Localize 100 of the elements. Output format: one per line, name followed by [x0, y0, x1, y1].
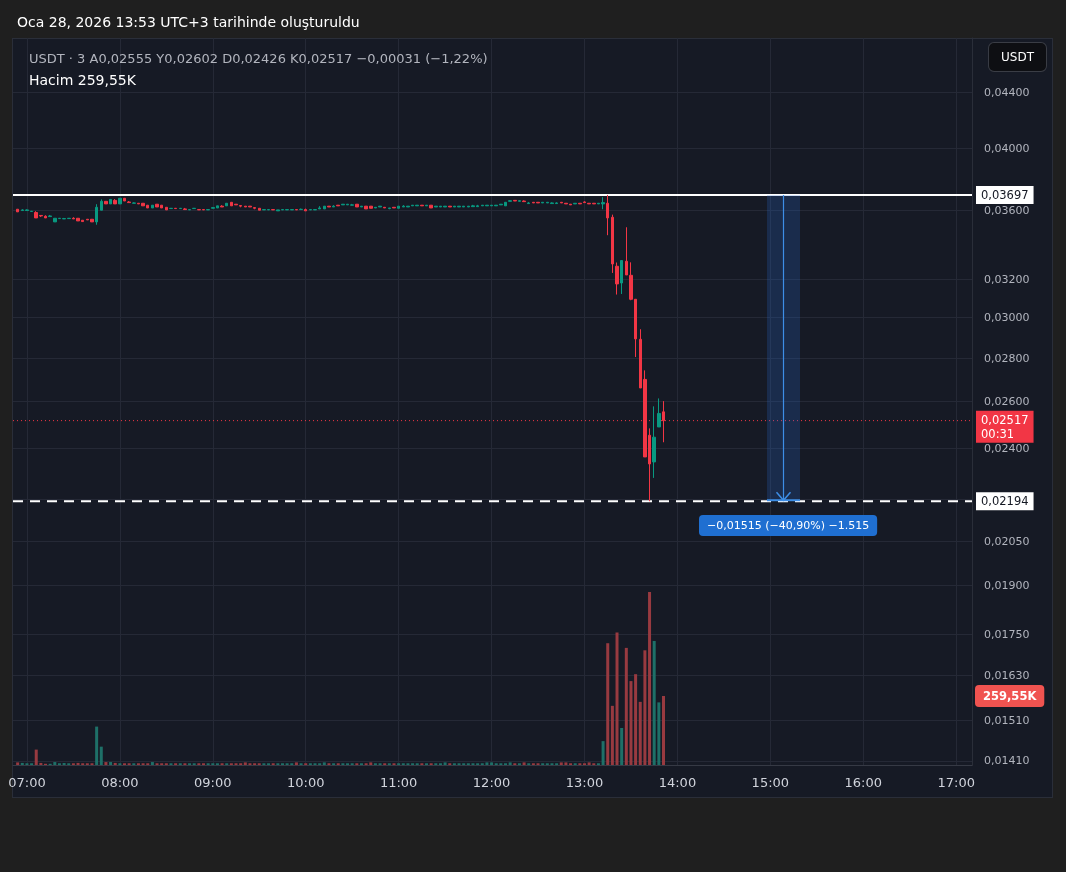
- candlestick: [276, 209, 280, 212]
- candlestick: [606, 194, 609, 236]
- candlestick: [406, 205, 410, 208]
- candlestick: [355, 203, 359, 208]
- candlestick: [192, 207, 196, 210]
- ref-line-label: 0,02517 00:31: [981, 412, 1029, 441]
- candlestick: [100, 198, 103, 211]
- y-axis-title: USDT: [1001, 50, 1035, 64]
- bar: [490, 762, 494, 765]
- bar: [601, 741, 605, 765]
- candlestick: [30, 210, 33, 213]
- candlestick: [25, 208, 29, 212]
- candlestick: [443, 205, 447, 208]
- y-tick-label: 0,02050: [984, 534, 1030, 548]
- chart-title: Oca 28, 2026 13:53 UTC+3 tarihinde oluşturuldu: [17, 14, 360, 30]
- y-tick-label: 0,01750: [984, 627, 1030, 641]
- bar: [508, 762, 512, 765]
- candlestick: [118, 197, 122, 205]
- candlestick: [615, 262, 619, 296]
- candlestick: [536, 201, 540, 204]
- bar: [624, 647, 628, 765]
- x-tick-label: 15:00: [751, 775, 790, 790]
- candlestick: [620, 260, 623, 295]
- candlestick: [541, 201, 544, 204]
- bar: [104, 762, 108, 765]
- candlestick: [550, 201, 554, 205]
- bar: [559, 762, 563, 765]
- bar: [76, 762, 80, 765]
- candlestick: [611, 214, 614, 274]
- bar: [243, 762, 247, 765]
- bar: [20, 762, 24, 765]
- x-tick-label: 09:00: [194, 775, 232, 790]
- x-tick-label: 14:00: [658, 775, 697, 790]
- candlestick: [457, 205, 461, 208]
- candlestick: [583, 200, 586, 204]
- y-tick-label: 0,01900: [984, 579, 1030, 593]
- candlestick: [141, 202, 145, 207]
- candlestick: [513, 199, 517, 202]
- x-tick-label: 17:00: [937, 775, 975, 790]
- bar: [648, 592, 652, 765]
- bar: [16, 762, 20, 765]
- bar: [99, 746, 103, 765]
- candlestick: [601, 196, 605, 210]
- candlestick: [155, 203, 159, 208]
- candlestick: [332, 204, 335, 208]
- candlestick: [383, 206, 386, 209]
- bar: [587, 762, 591, 765]
- y-tick-label: 0,01510: [984, 714, 1030, 728]
- candlestick: [392, 206, 396, 209]
- candlestick: [518, 199, 521, 202]
- candlestick: [127, 200, 131, 204]
- candlestick: [53, 217, 57, 223]
- candlestick: [165, 206, 168, 211]
- candlestick: [248, 205, 252, 208]
- candlestick: [657, 397, 661, 428]
- candlestick: [258, 207, 261, 211]
- candlestick: [132, 201, 136, 204]
- ref-line-label: 0,03697: [981, 187, 1029, 202]
- bar: [643, 650, 647, 765]
- candlestick: [183, 207, 187, 211]
- candlestick: [90, 218, 94, 223]
- candlestick: [95, 203, 98, 226]
- candlestick: [578, 202, 582, 205]
- candlestick: [527, 201, 530, 205]
- candlestick: [573, 202, 577, 205]
- bar: [53, 762, 57, 765]
- candlestick: [360, 205, 363, 208]
- bar: [150, 762, 154, 765]
- y-tick-label: 0,01410: [984, 754, 1030, 768]
- y-tick-label: 0,03200: [984, 273, 1030, 287]
- candlestick: [220, 204, 224, 208]
- bar: [443, 762, 447, 765]
- candlestick: [508, 199, 512, 202]
- candlestick: [16, 208, 19, 213]
- y-tick-label: 0,04000: [984, 142, 1030, 156]
- bar: [606, 643, 610, 765]
- y-tick-label: 0,02800: [984, 351, 1030, 365]
- bar: [322, 762, 326, 765]
- y-tick-label: 0,02400: [984, 442, 1030, 456]
- bar: [369, 762, 373, 765]
- chart-title: Hacim 259,55K: [29, 72, 137, 88]
- candlestick: [378, 205, 382, 208]
- candlestick: [652, 405, 656, 479]
- bar: [113, 762, 117, 765]
- x-tick-label: 16:00: [844, 775, 883, 790]
- x-tick-label: 13:00: [565, 775, 604, 790]
- candlestick: [327, 205, 331, 208]
- candlestick: [448, 205, 452, 208]
- candlestick: [179, 207, 182, 210]
- candlestick: [225, 202, 228, 207]
- candlestick: [151, 204, 154, 209]
- bar: [95, 726, 99, 765]
- candlestick: [429, 204, 433, 209]
- candlestick: [104, 200, 108, 205]
- candlestick: [48, 214, 52, 218]
- candlestick: [169, 207, 173, 210]
- candlestick: [564, 202, 568, 205]
- bar: [620, 727, 624, 765]
- bar: [62, 762, 66, 765]
- x-tick-label: 12:00: [472, 775, 511, 790]
